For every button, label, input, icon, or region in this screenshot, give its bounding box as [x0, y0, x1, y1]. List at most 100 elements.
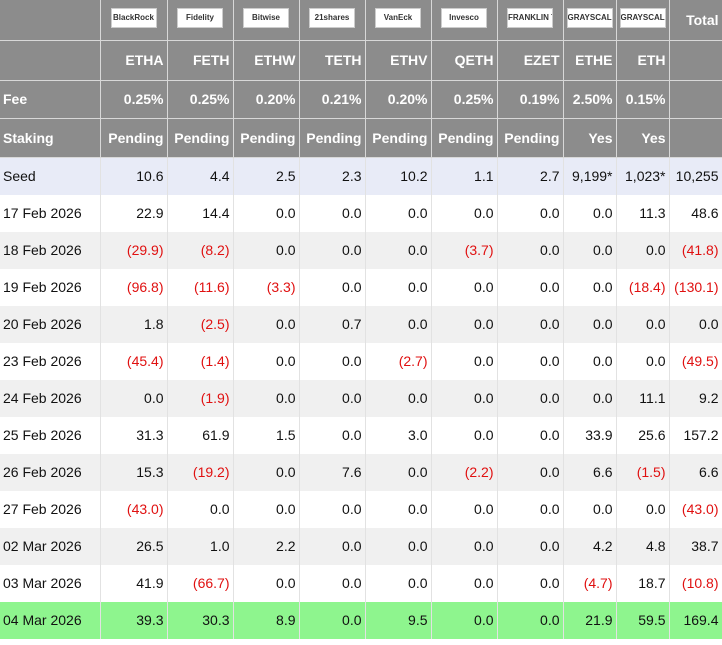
flow-cell: (43.0): [669, 490, 722, 528]
staking-value: Pending: [233, 118, 300, 158]
row-label: Seed: [0, 157, 101, 195]
row-label: 18 Feb 2026: [0, 231, 101, 269]
flow-cell: 0.0: [365, 490, 432, 528]
flow-cell: 41.9: [100, 564, 168, 602]
data-row: 18 Feb 2026 (29.9) (8.2) 0.0 0.0 0.0 (3.7) 0.0 0…: [0, 231, 722, 269]
flow-cell: 9,199*: [563, 157, 617, 195]
flow-cell: (3.7): [431, 231, 498, 269]
flow-cell: 2.2: [233, 527, 300, 565]
flow-cell: 2.3: [299, 157, 366, 195]
corner-cell: [0, 0, 101, 41]
flow-cell: 0.0: [233, 305, 300, 343]
flow-cell: 15.3: [100, 453, 168, 491]
fee-value: 0.20%: [233, 80, 300, 119]
fee-value: 0.21%: [299, 80, 366, 119]
flow-cell: (2.7): [365, 342, 432, 380]
flow-cell: 0.0: [233, 453, 300, 491]
flow-cell: 3.0: [365, 416, 432, 454]
flow-cell: 0.0: [497, 453, 564, 491]
flow-cell: 0.0: [299, 342, 366, 380]
flow-cell: 0.0: [299, 194, 366, 232]
issuer-logo: Fidelity: [177, 8, 223, 29]
fee-value: 0.19%: [497, 80, 564, 119]
flow-cell: 9.2: [669, 379, 722, 417]
fee-value: 0.20%: [365, 80, 432, 119]
flow-cell: 169.4: [669, 601, 722, 639]
row-label: 25 Feb 2026: [0, 416, 101, 454]
flow-cell: 9.5: [365, 601, 432, 639]
flow-cell: 11.1: [616, 379, 670, 417]
flow-cell: 0.0: [299, 231, 366, 269]
flow-cell: 0.0: [365, 379, 432, 417]
flow-cell: 1.8: [100, 305, 168, 343]
data-row: 17 Feb 2026 22.9 14.4 0.0 0.0 0.0 0.0 0.0 0.0 11.…: [0, 194, 722, 232]
flow-cell: 0.0: [365, 527, 432, 565]
ticker: ETHW: [233, 40, 300, 81]
flow-cell: 0.0: [563, 379, 617, 417]
blank-cell: [669, 80, 722, 119]
issuer-logo: BlackRock: [110, 8, 157, 29]
flow-cell: 30.3: [167, 601, 234, 639]
fee-value: 2.50%: [563, 80, 617, 119]
flow-cell: 39.3: [100, 601, 168, 639]
flow-cell: 0.7: [299, 305, 366, 343]
flow-cell: 0.0: [497, 305, 564, 343]
flow-cell: (2.2): [431, 453, 498, 491]
staking-row: Staking Pending Pending Pending Pending Pendi…: [0, 118, 722, 158]
data-row: 03 Mar 2026 41.9 (66.7) 0.0 0.0 0.0 0.0 0.0 (4.7…: [0, 564, 722, 602]
flow-cell: 1,023*: [616, 157, 670, 195]
flow-cell: 14.4: [167, 194, 234, 232]
data-row: 27 Feb 2026 (43.0) 0.0 0.0 0.0 0.0 0.0 0.0 0.0 0.…: [0, 490, 722, 528]
flow-cell: 0.0: [497, 527, 564, 565]
flow-cell: (29.9): [100, 231, 168, 269]
data-row: 02 Mar 2026 26.5 1.0 2.2 0.0 0.0 0.0 0.0 4.2 4.8 3…: [0, 527, 722, 565]
flow-cell: 0.0: [233, 194, 300, 232]
ticker: FETH: [167, 40, 234, 81]
flow-cell: 0.0: [365, 453, 432, 491]
flow-cell: 25.6: [616, 416, 670, 454]
flow-cell: (8.2): [167, 231, 234, 269]
flow-cell: 0.0: [431, 342, 498, 380]
fee-value: 0.15%: [616, 80, 670, 119]
data-row: 19 Feb 2026 (96.8) (11.6) (3.3) 0.0 0.0 0.0 0.0…: [0, 268, 722, 306]
issuer-logo: VanEck: [375, 8, 421, 29]
data-row: 24 Feb 2026 0.0 (1.9) 0.0 0.0 0.0 0.0 0.0 0.0 11.…: [0, 379, 722, 417]
flow-cell: (45.4): [100, 342, 168, 380]
blank-cell: [669, 40, 722, 81]
flow-cell: 0.0: [497, 416, 564, 454]
fee-row: Fee 0.25% 0.25% 0.20% 0.21% 0.20% 0.25% 0.19% 2.…: [0, 80, 722, 119]
logo-cell: Invesco: [431, 0, 498, 41]
flow-cell: 0.0: [299, 268, 366, 306]
data-row: 20 Feb 2026 1.8 (2.5) 0.0 0.7 0.0 0.0 0.0 0.0 0.0…: [0, 305, 722, 343]
ticker: ETH: [616, 40, 670, 81]
ticker: TETH: [299, 40, 366, 81]
flow-cell: 0.0: [563, 342, 617, 380]
flow-cell: 0.0: [616, 305, 670, 343]
flow-cell: 0.0: [669, 305, 722, 343]
flow-cell: (41.8): [669, 231, 722, 269]
flow-cell: 61.9: [167, 416, 234, 454]
flow-cell: 21.9: [563, 601, 617, 639]
row-label: 26 Feb 2026: [0, 453, 101, 491]
flow-cell: (3.3): [233, 268, 300, 306]
flow-cell: 0.0: [431, 379, 498, 417]
logo-cell: FRANKLIN TEMPLETON: [497, 0, 564, 41]
flow-cell: 0.0: [233, 231, 300, 269]
staking-label: Staking: [0, 118, 101, 158]
flow-cell: 0.0: [233, 564, 300, 602]
flow-cell: 0.0: [431, 564, 498, 602]
logo-cell: BlackRock: [100, 0, 168, 41]
data-row: 04 Mar 2026 39.3 30.3 8.9 0.0 9.5 0.0 0.0 21.9 59…: [0, 601, 722, 639]
logo-cell: GRAYSCALE: [563, 0, 617, 41]
data-row: 26 Feb 2026 15.3 (19.2) 0.0 7.6 0.0 (2.2) 0.0 6.…: [0, 453, 722, 491]
flow-cell: 31.3: [100, 416, 168, 454]
flow-cell: 0.0: [497, 379, 564, 417]
flow-cell: 4.4: [167, 157, 234, 195]
flow-cell: 0.0: [167, 490, 234, 528]
flow-cell: 1.5: [233, 416, 300, 454]
flow-cell: 6.6: [669, 453, 722, 491]
flow-cell: 0.0: [497, 490, 564, 528]
staking-value: Pending: [167, 118, 234, 158]
flow-cell: 26.5: [100, 527, 168, 565]
fee-label: Fee: [0, 80, 101, 119]
